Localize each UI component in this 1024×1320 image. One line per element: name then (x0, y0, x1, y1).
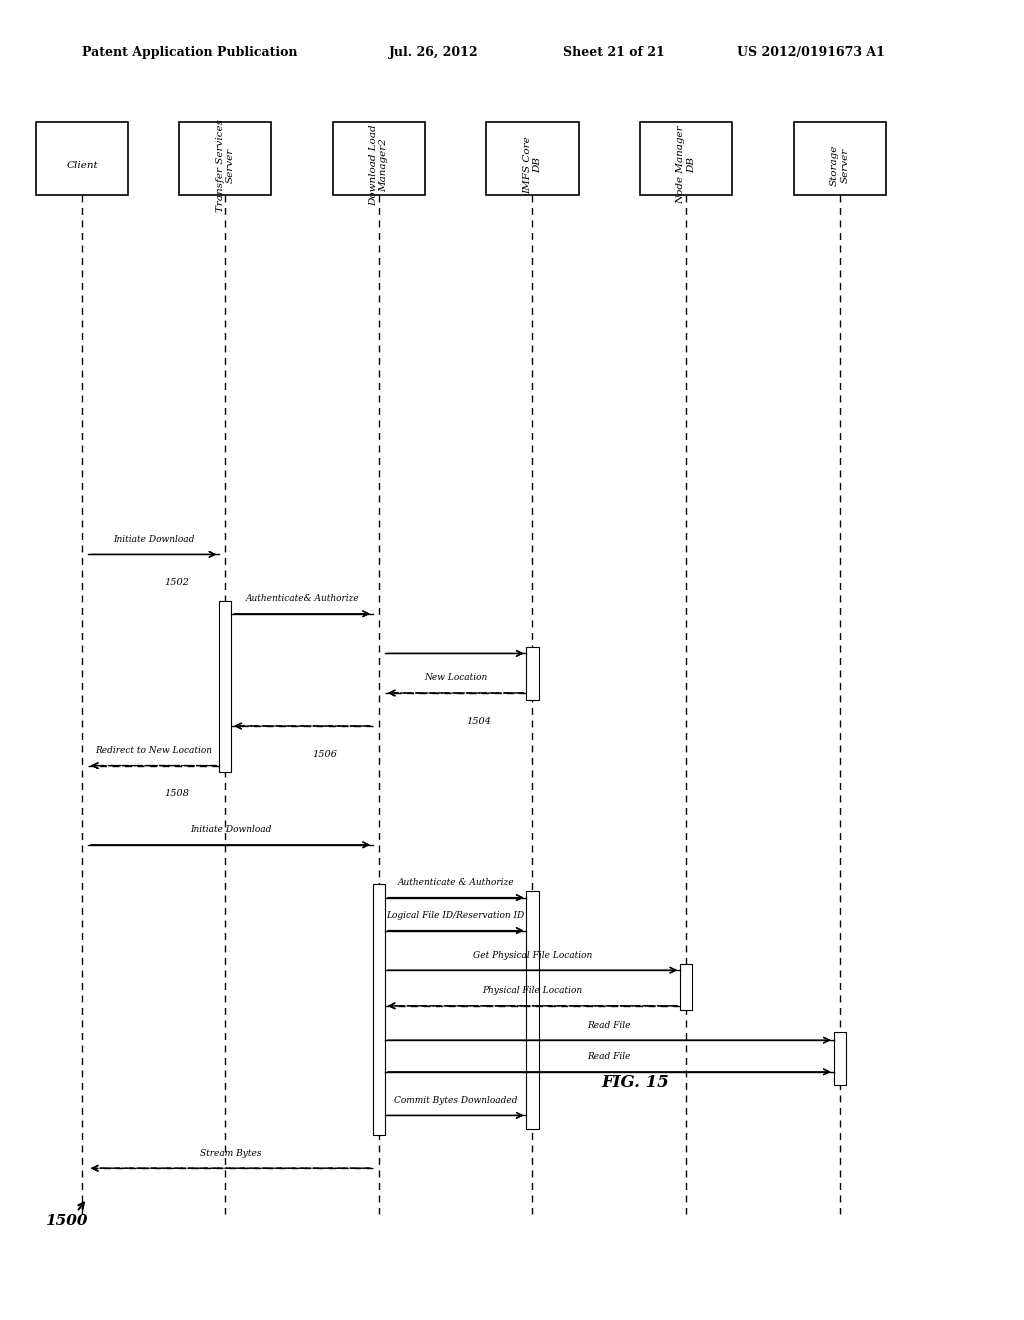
Text: 1500: 1500 (45, 1214, 88, 1228)
Text: Storage
Server: Storage Server (830, 144, 849, 186)
Bar (179, 121, 271, 195)
Text: Client: Client (67, 161, 97, 169)
Text: Initiate Download: Initiate Download (189, 825, 271, 834)
Text: Authenticate & Authorize: Authenticate & Authorize (397, 878, 514, 887)
Text: Commit Bytes Downloaded: Commit Bytes Downloaded (394, 1096, 517, 1105)
Text: New Location: New Location (424, 673, 487, 682)
Text: Physical File Location: Physical File Location (482, 986, 583, 995)
Text: Read File: Read File (588, 1020, 631, 1030)
Bar (526, 647, 539, 700)
Bar (36, 121, 128, 195)
Text: Read File: Read File (588, 1052, 631, 1061)
Text: Transfer Services
Server: Transfer Services Server (216, 119, 234, 211)
Text: Redirect to New Location: Redirect to New Location (95, 746, 212, 755)
Bar (834, 1032, 846, 1085)
Text: Initiate Download: Initiate Download (113, 535, 195, 544)
Text: Stream Bytes: Stream Bytes (200, 1148, 261, 1158)
Bar (373, 884, 385, 1135)
Text: Authenticate& Authorize: Authenticate& Authorize (245, 594, 359, 603)
Bar (640, 121, 732, 195)
Text: Patent Application Publication: Patent Application Publication (82, 46, 297, 59)
Text: Download Load
Manager2: Download Load Manager2 (370, 124, 388, 206)
Text: 1506: 1506 (312, 750, 337, 759)
Text: IMFS Core
DB: IMFS Core DB (523, 136, 542, 194)
Text: Jul. 26, 2012: Jul. 26, 2012 (389, 46, 479, 59)
Bar (333, 121, 425, 195)
Bar (680, 964, 692, 1010)
Text: FIG. 15: FIG. 15 (601, 1074, 669, 1090)
Bar (219, 601, 231, 772)
Text: 1508: 1508 (164, 789, 188, 799)
Text: Get Physical File Location: Get Physical File Location (473, 950, 592, 960)
Bar (526, 891, 539, 1129)
Text: Node Manager
DB: Node Manager DB (677, 125, 695, 205)
Bar (794, 121, 886, 195)
Text: 1502: 1502 (164, 578, 188, 587)
Text: US 2012/0191673 A1: US 2012/0191673 A1 (737, 46, 885, 59)
Text: 1504: 1504 (466, 717, 490, 726)
Text: Logical File ID/Reservation ID: Logical File ID/Reservation ID (386, 911, 525, 920)
Text: Sheet 21 of 21: Sheet 21 of 21 (563, 46, 665, 59)
Bar (486, 121, 579, 195)
